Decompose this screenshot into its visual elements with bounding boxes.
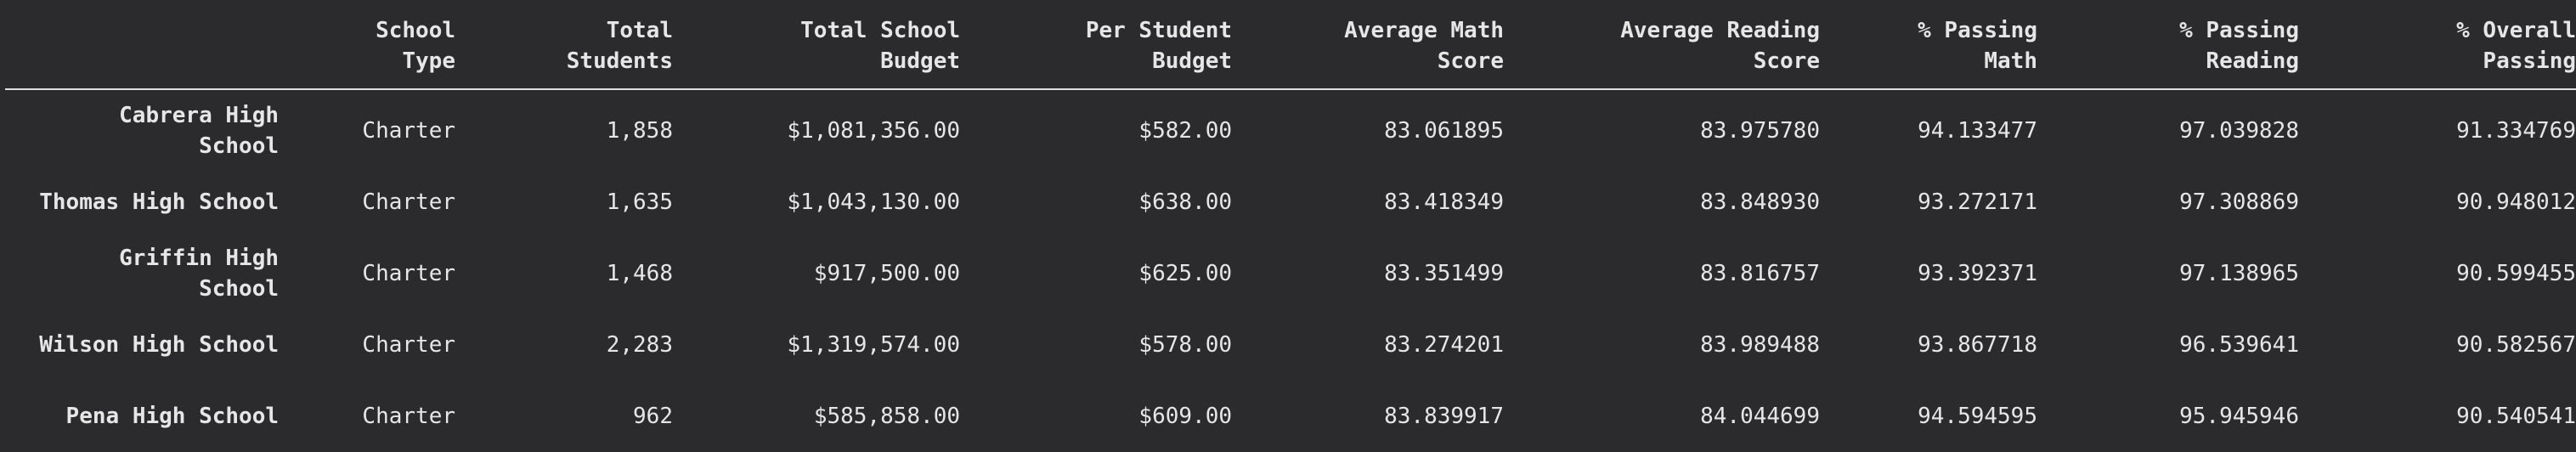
cell-per-student-budget: $625.00 (1138, 261, 1232, 286)
cell-passing-math: 94.594595 (1918, 404, 2037, 429)
header-row: School Type Total Students Total School … (5, 15, 2576, 90)
column-header-passing-reading: % Passing Reading (2037, 15, 2299, 90)
cell-school-type: Charter (362, 189, 455, 215)
table-row: Griffin High School Charter 1,468 $917,5… (5, 238, 2576, 309)
column-header-passing-math: % Passing Math (1820, 15, 2037, 90)
table-row: Cabrera High School Charter 1,858 $1,081… (5, 89, 2576, 167)
table-header: School Type Total Students Total School … (5, 15, 2576, 90)
cell-total-students: 2,283 (606, 332, 673, 358)
cell-overall-passing: 90.582567 (2456, 332, 2576, 358)
cell-school-type: Charter (362, 118, 455, 144)
cell-per-student-budget: $582.00 (1138, 118, 1232, 144)
cell-average-reading-score: 83.989488 (1700, 332, 1820, 358)
column-header-index (5, 15, 279, 90)
cell-passing-reading: 97.308869 (2179, 189, 2299, 215)
cell-passing-math: 94.133477 (1918, 118, 2037, 144)
cell-passing-reading: 95.945946 (2179, 404, 2299, 429)
row-index-school-name: Pena High School (65, 404, 279, 429)
cell-per-student-budget: $638.00 (1138, 189, 1232, 215)
column-header-average-math-score: Average Math Score (1232, 15, 1504, 90)
cell-average-reading-score: 84.044699 (1700, 404, 1820, 429)
column-header-total-students: Total Students (455, 15, 673, 90)
cell-passing-reading: 97.138965 (2179, 261, 2299, 286)
cell-total-students: 962 (633, 404, 673, 429)
column-header-average-reading-score: Average Reading Score (1504, 15, 1820, 90)
cell-total-school-budget: $1,081,356.00 (787, 118, 961, 144)
row-index-school-name: Wilson High School (39, 332, 279, 358)
table-row: Thomas High School Charter 1,635 $1,043,… (5, 167, 2576, 238)
row-index-school-name: Cabrera High School (119, 103, 279, 159)
dataframe-table: School Type Total Students Total School … (5, 15, 2576, 452)
cell-overall-passing: 90.599455 (2456, 261, 2576, 286)
cell-total-school-budget: $1,319,574.00 (787, 332, 961, 358)
cell-passing-math: 93.392371 (1918, 261, 2037, 286)
cell-passing-reading: 96.539641 (2179, 332, 2299, 358)
cell-passing-math: 93.272171 (1918, 189, 2037, 215)
cell-average-math-score: 83.061895 (1384, 118, 1504, 144)
table-row: Wilson High School Charter 2,283 $1,319,… (5, 309, 2576, 381)
cell-average-math-score: 83.351499 (1384, 261, 1504, 286)
cell-school-type: Charter (362, 404, 455, 429)
column-header-overall-passing: % Overall Passing (2299, 15, 2576, 90)
cell-passing-math: 93.867718 (1918, 332, 2037, 358)
column-header-total-school-budget: Total School Budget (673, 15, 960, 90)
cell-overall-passing: 90.948012 (2456, 189, 2576, 215)
cell-total-students: 1,468 (606, 261, 673, 286)
cell-school-type: Charter (362, 261, 455, 286)
cell-per-student-budget: $578.00 (1138, 332, 1232, 358)
cell-average-math-score: 83.418349 (1384, 189, 1504, 215)
cell-average-reading-score: 83.848930 (1700, 189, 1820, 215)
row-index-school-name: Griffin High School (119, 246, 279, 302)
cell-total-school-budget: $1,043,130.00 (787, 189, 961, 215)
cell-per-student-budget: $609.00 (1138, 404, 1232, 429)
cell-average-reading-score: 83.816757 (1700, 261, 1820, 286)
cell-school-type: Charter (362, 332, 455, 358)
row-index-school-name: Thomas High School (39, 189, 279, 215)
cell-average-math-score: 83.839917 (1384, 404, 1504, 429)
cell-total-school-budget: $585,858.00 (813, 404, 960, 429)
cell-overall-passing: 91.334769 (2456, 118, 2576, 144)
cell-passing-reading: 97.039828 (2179, 118, 2299, 144)
cell-total-students: 1,858 (606, 118, 673, 144)
cell-total-students: 1,635 (606, 189, 673, 215)
table-row: Pena High School Charter 962 $585,858.00… (5, 381, 2576, 452)
table-body: Cabrera High School Charter 1,858 $1,081… (5, 89, 2576, 452)
cell-total-school-budget: $917,500.00 (813, 261, 960, 286)
cell-average-math-score: 83.274201 (1384, 332, 1504, 358)
column-header-school-type: School Type (279, 15, 455, 90)
cell-overall-passing: 90.540541 (2456, 404, 2576, 429)
column-header-per-student-budget: Per Student Budget (960, 15, 1232, 90)
cell-average-reading-score: 83.975780 (1700, 118, 1820, 144)
